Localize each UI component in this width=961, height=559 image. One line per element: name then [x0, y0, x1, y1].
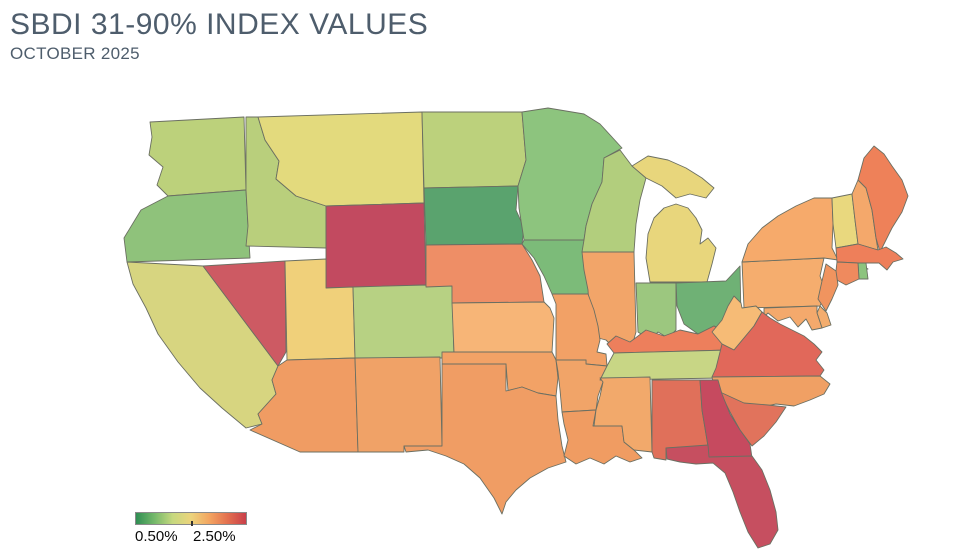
legend-min-label: 0.50% [135, 528, 178, 545]
state-colorado[interactable] [352, 284, 455, 359]
state-south-carolina[interactable] [719, 391, 787, 447]
state-wyoming[interactable] [325, 202, 427, 289]
state-south-dakota[interactable] [423, 185, 525, 246]
state-washington[interactable] [148, 116, 247, 197]
states-layer [123, 107, 909, 549]
state-connecticut[interactable] [834, 261, 860, 286]
state-new-mexico[interactable] [354, 356, 443, 453]
legend-labels: 0.50% 2.50% [135, 528, 265, 546]
legend-max-label: 2.50% [193, 528, 236, 545]
legend-gradient-bar [135, 512, 247, 526]
state-michigan[interactable] [631, 155, 717, 283]
state-virginia[interactable] [711, 311, 825, 378]
page-title: SBDI 31-90% INDEX VALUES [10, 8, 429, 41]
header: SBDI 31-90% INDEX VALUES OCTOBER 2025 [10, 8, 428, 64]
state-maine[interactable] [857, 145, 909, 253]
state-florida[interactable] [665, 444, 779, 549]
state-kansas[interactable] [451, 301, 555, 353]
page-subtitle: OCTOBER 2025 [10, 44, 140, 63]
state-new-jersey[interactable] [817, 263, 839, 312]
legend-midpoint-tick [191, 521, 193, 526]
state-indiana[interactable] [635, 282, 677, 341]
state-maryland[interactable] [763, 305, 823, 331]
state-north-dakota[interactable] [421, 111, 527, 189]
state-georgia[interactable] [699, 379, 753, 459]
state-mississippi[interactable] [593, 376, 653, 453]
state-arkansas[interactable] [555, 359, 608, 413]
state-pennsylvania[interactable] [741, 257, 827, 309]
state-tennessee[interactable] [599, 349, 731, 381]
state-texas[interactable] [403, 363, 567, 515]
state-nevada[interactable] [202, 260, 287, 367]
color-scale-legend: 0.50% 2.50% [135, 512, 247, 546]
state-oregon[interactable] [123, 189, 251, 263]
state-rhode-island[interactable] [857, 262, 869, 280]
